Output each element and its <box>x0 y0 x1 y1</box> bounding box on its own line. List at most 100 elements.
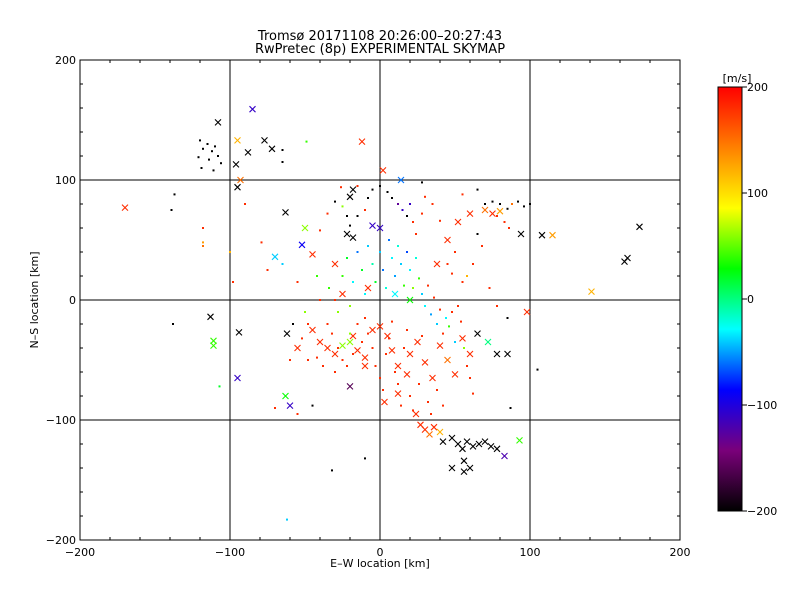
scatter-point-x <box>451 371 459 378</box>
scatter-point-dot <box>439 219 441 222</box>
scatter-point-dot <box>244 203 246 205</box>
scatter-point-x <box>414 338 421 346</box>
scatter-point-dot <box>202 227 204 229</box>
scatter-point-x <box>459 445 466 453</box>
scatter-point-x <box>391 290 399 298</box>
scatter-point-dot <box>523 205 525 208</box>
scatter-point-x <box>294 344 301 352</box>
scatter-point-dot <box>433 296 435 299</box>
scatter-point-dot <box>199 139 201 142</box>
scatter-point-dot <box>484 203 486 205</box>
scatter-point-dot <box>289 359 291 361</box>
scatter-point-dot <box>388 337 390 340</box>
x-tick-label: 200 <box>670 546 691 559</box>
scatter-point-dot <box>463 347 465 349</box>
scatter-point-dot <box>316 275 318 277</box>
scatter-point-dot <box>340 186 342 189</box>
scatter-point-dot <box>430 313 432 316</box>
scatter-point-x <box>466 210 474 217</box>
scatter-point-dot <box>454 341 456 343</box>
scatter-point-x <box>331 350 339 358</box>
scatter-point-x <box>249 105 256 113</box>
scatter-point-dot <box>481 245 483 247</box>
scatter-point-dot <box>364 317 366 319</box>
scatter-point-x <box>381 398 388 406</box>
scatter-point-x <box>234 137 241 144</box>
scatter-point-dot <box>397 245 399 247</box>
scatter-point-dot <box>382 389 384 391</box>
scatter-point-dot <box>356 215 359 217</box>
scatter-point-dot <box>232 281 234 283</box>
scatter-point-dot <box>217 155 219 157</box>
x-axis-label: E–W location [km] <box>330 557 430 570</box>
scatter-point-dot <box>499 203 501 205</box>
scatter-point-x <box>436 342 444 349</box>
scatter-point-dot <box>409 269 411 271</box>
scatter-point-dot <box>364 457 366 460</box>
scatter-point-dot <box>415 257 417 259</box>
scatter-point-x <box>406 350 414 358</box>
scatter-point-dot <box>406 329 408 331</box>
scatter-point-dot <box>412 221 414 223</box>
colorbar-tick-label: 200 <box>747 81 768 94</box>
scatter-point-dot <box>382 269 384 271</box>
scatter-point-x <box>484 338 492 346</box>
scatter-point-dot <box>356 251 359 253</box>
scatter-point-x <box>268 145 276 153</box>
scatter-point-dot <box>206 143 209 145</box>
scatter-point-dot <box>391 257 393 259</box>
scatter-point-dot <box>281 263 284 265</box>
scatter-point-x <box>354 347 361 354</box>
scatter-point-dot <box>421 335 423 337</box>
scatter-point-x <box>444 356 451 364</box>
scatter-point-x <box>343 230 351 238</box>
scatter-point-dot <box>296 413 299 415</box>
scatter-point-x <box>331 260 339 268</box>
scatter-point-dot <box>374 365 377 367</box>
scatter-point-dot <box>460 320 462 323</box>
data-points <box>121 105 643 521</box>
scatter-point-dot <box>509 407 512 409</box>
scatter-point-dot <box>212 169 215 172</box>
scatter-point-dot <box>412 409 414 412</box>
scatter-point-dot <box>170 209 173 211</box>
scatter-point-dot <box>331 332 333 335</box>
scatter-point-x <box>346 383 354 390</box>
scatter-point-dot <box>488 287 491 289</box>
scatter-point-dot <box>397 203 399 205</box>
scatter-point-dot <box>409 395 411 397</box>
scatter-point-dot <box>281 161 284 163</box>
scatter-point-x <box>376 224 384 232</box>
scatter-point-dot <box>536 368 539 371</box>
scatter-point-dot <box>385 287 387 289</box>
scatter-point-dot <box>454 251 456 253</box>
x-tick-label: 0 <box>377 546 384 559</box>
scatter-point-dot <box>346 215 348 217</box>
scatter-point-dot <box>371 188 374 191</box>
chart-title-line-2: RwPretec (8p) EXPERIMENTAL SKYMAP <box>255 42 505 57</box>
scatter-point-dot <box>409 203 411 205</box>
scatter-point-dot <box>511 203 513 205</box>
scatter-point-x <box>397 176 405 184</box>
scatter-point-dot <box>304 311 306 313</box>
scatter-point-dot <box>364 293 366 295</box>
scatter-point-x <box>234 374 241 382</box>
scatter-point-dot <box>379 185 381 187</box>
scatter-point-dot <box>517 200 519 203</box>
scatter-point-x <box>283 330 291 337</box>
scatter-point-dot <box>361 341 363 343</box>
scatter-point-x <box>481 438 489 445</box>
colorbar-tick-label: 0 <box>747 293 754 306</box>
scatter-point-dot <box>496 305 498 307</box>
scatter-point-dot <box>476 233 479 235</box>
scatter-point-x <box>463 438 471 445</box>
grid-lines <box>80 60 680 540</box>
scatter-point-dot <box>442 332 444 335</box>
colorbar-ticks: 200 100 0 −100 −200 <box>742 81 777 518</box>
scatter-point-dot <box>415 233 417 235</box>
scatter-point-dot <box>418 383 420 385</box>
colorbar <box>717 86 743 512</box>
scatter-point-dot <box>388 239 390 241</box>
scatter-point-dot <box>349 332 351 335</box>
